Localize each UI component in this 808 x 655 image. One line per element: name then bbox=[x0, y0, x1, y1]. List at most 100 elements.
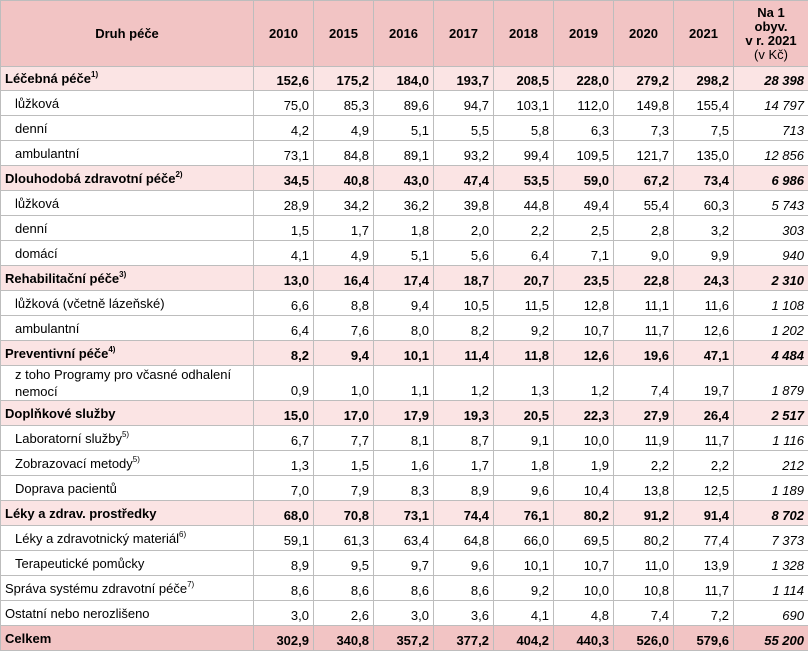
row-label: denní bbox=[15, 120, 48, 136]
value-cell: 208,5 bbox=[493, 66, 554, 91]
value-cell: 2,2 bbox=[673, 450, 734, 476]
category-row: Dlouhodobá zdravotní péče2) 34,5 40,8 43,0 4… bbox=[0, 165, 808, 191]
row-label: Ostatní nebo nerozlišeno bbox=[5, 605, 150, 621]
value-cell: 20,5 bbox=[493, 400, 554, 426]
value-cell: 99,4 bbox=[493, 140, 554, 166]
value-cell: 74,4 bbox=[433, 500, 494, 526]
value-cell: 579,6 bbox=[673, 625, 734, 651]
value-cell: 7,5 bbox=[673, 115, 734, 141]
value-cell: 11,8 bbox=[493, 340, 554, 366]
value-cell: 4,1 bbox=[493, 600, 554, 626]
row-label-cell: Doplňkové služby bbox=[0, 400, 254, 426]
value-cell: 9,7 bbox=[373, 550, 434, 576]
value-cell: 8,6 bbox=[373, 575, 434, 601]
column-header-year: 2015 bbox=[313, 0, 374, 67]
value-cell: 66,0 bbox=[493, 525, 554, 551]
value-cell: 0,9 bbox=[253, 365, 314, 401]
value-cell: 6,3 bbox=[553, 115, 614, 141]
value-cell: 49,4 bbox=[553, 190, 614, 216]
row-label: Rehabilitační péče bbox=[5, 270, 120, 286]
per-capita-cell: 1 328 bbox=[733, 550, 808, 576]
column-header-year: 2010 bbox=[253, 0, 314, 67]
table-row: denní 4,2 4,9 5,1 5,5 5,8 6,3 7,3 7,5 713 bbox=[0, 115, 808, 141]
footnote-marker: 2) bbox=[175, 169, 183, 179]
value-cell: 27,9 bbox=[613, 400, 674, 426]
value-cell: 8,0 bbox=[373, 315, 434, 341]
row-label: Léčebná péče bbox=[5, 71, 91, 86]
value-cell: 9,6 bbox=[433, 550, 494, 576]
value-cell: 1,5 bbox=[253, 215, 314, 241]
per-capita-cell: 7 373 bbox=[733, 525, 808, 551]
value-cell: 8,9 bbox=[253, 550, 314, 576]
category-row: Léčebná péče1) 152,6 175,2 184,0 193,7 208,5 2… bbox=[0, 66, 808, 91]
category-row: Preventivní péče4) 8,2 9,4 10,1 11,4 11,8 12,6… bbox=[0, 340, 808, 366]
value-cell: 2,2 bbox=[493, 215, 554, 241]
row-label: lůžková (včetně lázeňské) bbox=[15, 295, 165, 311]
column-header-year: 2020 bbox=[613, 0, 674, 67]
value-cell: 2,0 bbox=[433, 215, 494, 241]
value-cell: 12,5 bbox=[673, 475, 734, 501]
value-cell: 39,8 bbox=[433, 190, 494, 216]
value-cell: 55,4 bbox=[613, 190, 674, 216]
table-row: Terapeutické pomůcky 8,9 9,5 9,7 9,6 10,1 10,7… bbox=[0, 550, 808, 576]
value-cell: 15,0 bbox=[253, 400, 314, 426]
value-cell: 63,4 bbox=[373, 525, 434, 551]
value-cell: 24,3 bbox=[673, 265, 734, 291]
value-cell: 1,9 bbox=[553, 450, 614, 476]
row-label-cell: denní bbox=[0, 215, 254, 241]
value-cell: 1,8 bbox=[493, 450, 554, 476]
value-cell: 9,1 bbox=[493, 425, 554, 451]
value-cell: 1,2 bbox=[433, 365, 494, 401]
value-cell: 1,3 bbox=[493, 365, 554, 401]
value-cell: 34,2 bbox=[313, 190, 374, 216]
value-cell: 17,0 bbox=[313, 400, 374, 426]
value-cell: 340,8 bbox=[313, 625, 374, 651]
per-capita-cell: 1 108 bbox=[733, 290, 808, 316]
value-cell: 8,2 bbox=[253, 340, 314, 366]
value-cell: 47,4 bbox=[433, 165, 494, 191]
value-cell: 11,6 bbox=[673, 290, 734, 316]
per-capita-line: (v Kč) bbox=[754, 46, 788, 62]
value-cell: 152,6 bbox=[253, 66, 314, 91]
value-cell: 112,0 bbox=[553, 90, 614, 116]
value-cell: 6,6 bbox=[253, 290, 314, 316]
per-capita-cell: 2 310 bbox=[733, 265, 808, 291]
value-cell: 377,2 bbox=[433, 625, 494, 651]
value-cell: 149,8 bbox=[613, 90, 674, 116]
value-cell: 11,5 bbox=[493, 290, 554, 316]
value-cell: 7,7 bbox=[313, 425, 374, 451]
value-cell: 10,4 bbox=[553, 475, 614, 501]
footnote-marker: 7) bbox=[187, 579, 195, 589]
value-cell: 298,2 bbox=[673, 66, 734, 91]
per-capita-cell: 1 114 bbox=[733, 575, 808, 601]
value-cell: 70,8 bbox=[313, 500, 374, 526]
value-cell: 17,4 bbox=[373, 265, 434, 291]
per-capita-line: obyv. bbox=[754, 18, 788, 34]
row-label-cell: Léky a zdravotnický materiál6) bbox=[0, 525, 254, 551]
value-cell: 12,6 bbox=[673, 315, 734, 341]
per-capita-cell: 1 879 bbox=[733, 365, 808, 401]
value-cell: 73,4 bbox=[673, 165, 734, 191]
value-cell: 1,2 bbox=[553, 365, 614, 401]
value-cell: 19,6 bbox=[613, 340, 674, 366]
value-cell: 10,7 bbox=[553, 315, 614, 341]
value-cell: 228,0 bbox=[553, 66, 614, 91]
value-cell: 2,6 bbox=[313, 600, 374, 626]
value-cell: 7,9 bbox=[313, 475, 374, 501]
value-cell: 3,0 bbox=[373, 600, 434, 626]
row-label: Laboratorní služby bbox=[15, 430, 122, 446]
per-capita-cell: 2 517 bbox=[733, 400, 808, 426]
value-cell: 22,3 bbox=[553, 400, 614, 426]
table-row: denní 1,5 1,7 1,8 2,0 2,2 2,5 2,8 3,2 303 bbox=[0, 215, 808, 241]
row-label: domácí bbox=[15, 245, 58, 261]
value-cell: 80,2 bbox=[613, 525, 674, 551]
value-cell: 5,5 bbox=[433, 115, 494, 141]
row-label-cell: lůžková (včetně lázeňské) bbox=[0, 290, 254, 316]
per-capita-cell: 55 200 bbox=[733, 625, 808, 651]
value-cell: 526,0 bbox=[613, 625, 674, 651]
value-cell: 84,8 bbox=[313, 140, 374, 166]
value-cell: 12,8 bbox=[553, 290, 614, 316]
value-cell: 13,0 bbox=[253, 265, 314, 291]
table-row: Ostatní nebo nerozlišeno 3,0 2,6 3,0 3,6 4,1 4… bbox=[0, 600, 808, 626]
value-cell: 22,8 bbox=[613, 265, 674, 291]
